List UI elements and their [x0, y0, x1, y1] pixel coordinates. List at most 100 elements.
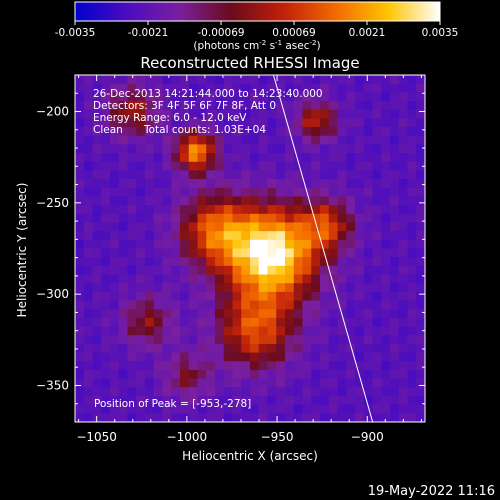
heatmap-cell: [267, 179, 277, 189]
heatmap-cell: [355, 179, 365, 189]
heatmap-cell: [136, 257, 146, 267]
heatmap-cell: [346, 387, 356, 397]
heatmap-cell: [267, 326, 277, 336]
heatmap-cell: [92, 83, 102, 93]
heatmap-cell: [136, 248, 146, 258]
heatmap-cell: [153, 326, 164, 336]
heatmap-cell: [363, 283, 374, 293]
heatmap-cell: [416, 248, 425, 258]
heatmap-cell: [328, 231, 339, 241]
heatmap-cell: [346, 413, 356, 422]
heatmap-cell: [75, 222, 85, 232]
heatmap-cell: [180, 101, 190, 111]
heatmap-cell: [381, 413, 391, 422]
heatmap-cell: [145, 179, 155, 189]
heatmap-cell: [118, 179, 129, 189]
heatmap-cell: [311, 187, 321, 198]
heatmap-cell: [188, 361, 199, 371]
heatmap-cell: [136, 387, 146, 397]
heatmap-cell: [407, 378, 417, 388]
heatmap-cell: [223, 161, 234, 172]
heatmap-cell: [92, 213, 102, 224]
heatmap-cell: [83, 326, 94, 336]
heatmap-cell: [188, 274, 199, 284]
heatmap-cell: [206, 291, 216, 302]
heatmap-cell: [145, 187, 155, 198]
heatmap-cell: [180, 317, 190, 328]
colorbar-tick-label: 0.0035: [422, 27, 459, 39]
y-tick-label: −350: [36, 378, 69, 392]
heatmap-cell: [110, 187, 120, 198]
heatmap-cell: [180, 326, 190, 336]
heatmap-cell: [75, 92, 85, 102]
heatmap-cell: [363, 395, 374, 406]
heatmap-cell: [83, 109, 94, 119]
heatmap-cell: [241, 179, 251, 189]
heatmap-cell: [293, 239, 304, 250]
heatmap-cell: [416, 179, 425, 189]
heatmap-cell: [197, 196, 207, 206]
heatmap-cell: [118, 413, 129, 422]
heatmap-cell: [346, 109, 356, 119]
heatmap-cell: [101, 352, 111, 362]
heatmap-cell: [162, 343, 172, 354]
heatmap-cell: [241, 378, 251, 388]
heatmap-cell: [381, 222, 391, 232]
heatmap-cell: [276, 404, 286, 414]
heatmap-cell: [215, 205, 225, 215]
heatmap-cell: [285, 369, 295, 380]
heatmap-cell: [372, 161, 382, 172]
heatmap-cell: [215, 213, 225, 224]
heatmap-cell: [398, 335, 409, 345]
heatmap-cell: [223, 213, 234, 224]
heatmap-cell: [75, 83, 85, 93]
heatmap-cell: [241, 335, 251, 345]
heatmap-cell: [355, 135, 365, 145]
heatmap-cell: [381, 335, 391, 345]
heatmap-cell: [171, 222, 181, 232]
heatmap-cell: [250, 413, 260, 422]
heatmap-cell: [180, 378, 190, 388]
heatmap-cell: [416, 144, 425, 154]
heatmap-cell: [101, 265, 111, 276]
heatmap-cell: [372, 404, 382, 414]
heatmap-cell: [153, 352, 164, 362]
heatmap-cell: [83, 317, 94, 328]
heatmap-cell: [250, 109, 260, 119]
heatmap-cell: [101, 404, 111, 414]
heatmap-cell: [162, 231, 172, 241]
heatmap-cell: [232, 92, 242, 102]
heatmap-cell: [381, 404, 391, 414]
heatmap-cell: [92, 326, 102, 336]
heatmap-cell: [267, 404, 277, 414]
heatmap-cell: [127, 378, 137, 388]
heatmap-cell: [180, 369, 190, 380]
heatmap-cell: [320, 153, 330, 163]
heatmap-cell: [101, 101, 111, 111]
heatmap-cell: [136, 335, 146, 345]
heatmap-cell: [398, 369, 409, 380]
heatmap-cell: [206, 283, 216, 293]
heatmap-cell: [188, 187, 199, 198]
heatmap-cell: [407, 300, 417, 310]
heatmap-cell: [372, 317, 382, 328]
heatmap-cell: [355, 309, 365, 319]
heatmap-cell: [136, 101, 146, 111]
heatmap-cell: [398, 309, 409, 319]
heatmap-cell: [101, 317, 111, 328]
heatmap-cell: [83, 118, 94, 128]
heatmap-cell: [346, 179, 356, 189]
heatmap-cell: [101, 144, 111, 154]
heatmap-cell: [215, 361, 225, 371]
heatmap-cell: [302, 274, 312, 284]
heatmap-cell: [416, 395, 425, 406]
heatmap-cell: [407, 101, 417, 111]
heatmap-cell: [381, 265, 391, 276]
heatmap-cell: [223, 153, 234, 163]
heatmap-cell: [302, 326, 312, 336]
heatmap-cell: [328, 205, 339, 215]
heatmap-cell: [92, 75, 102, 85]
heatmap-cell: [215, 265, 225, 276]
heatmap-cell: [153, 265, 164, 276]
heatmap-cell: [241, 265, 251, 276]
